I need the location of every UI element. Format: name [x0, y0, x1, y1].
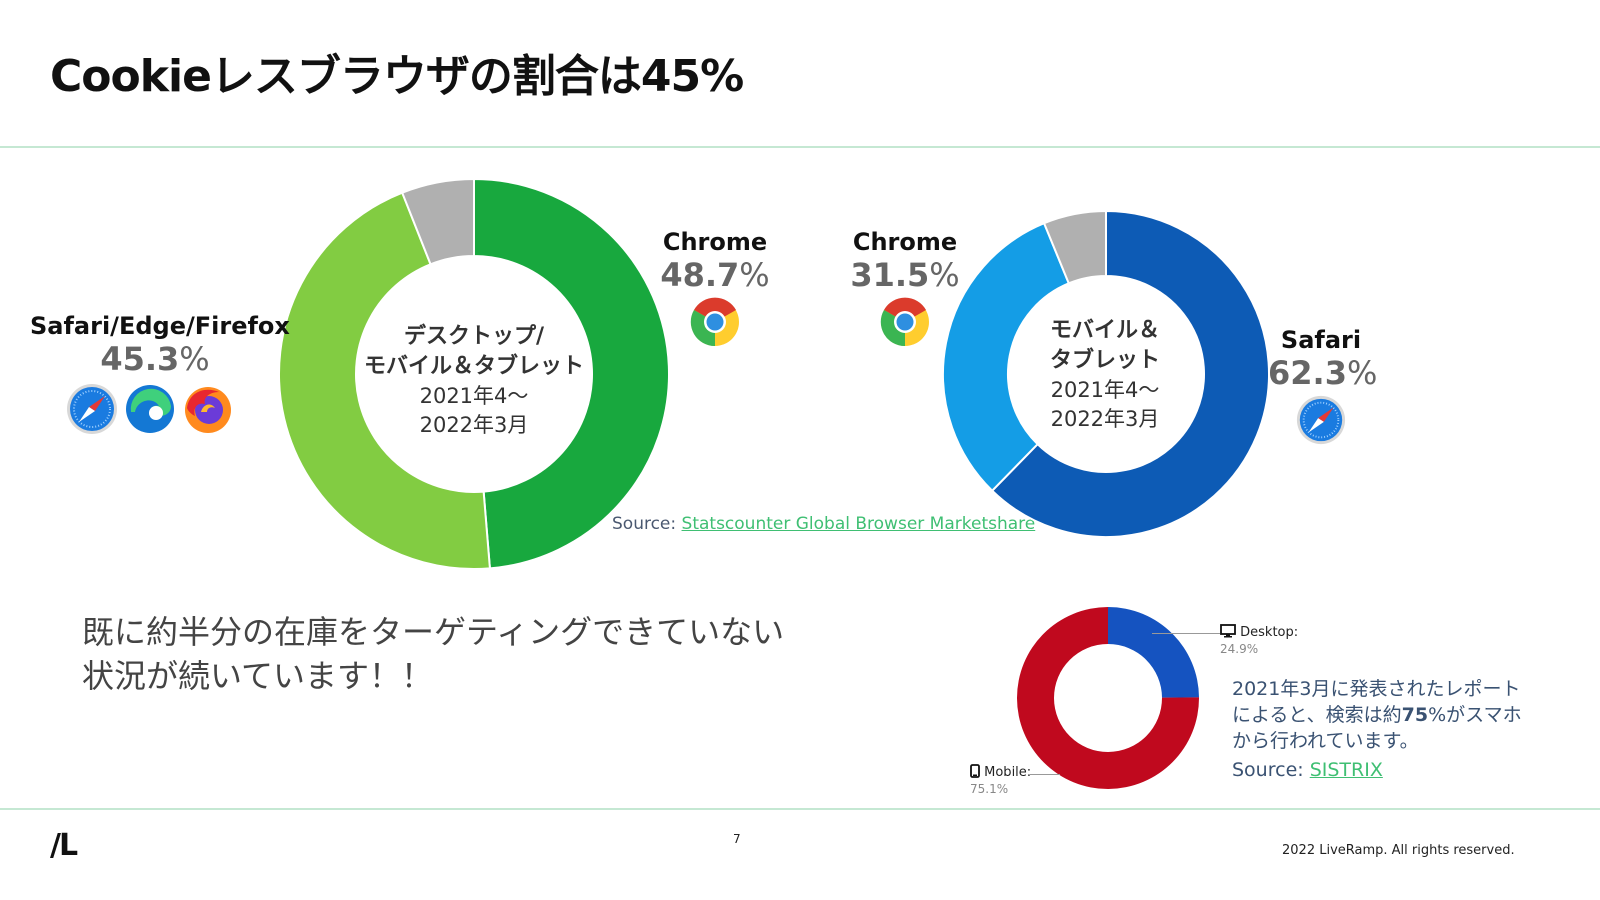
slice-mobile: [1017, 607, 1199, 789]
slice-safari: [990, 210, 1270, 538]
legend-percentage: 48.7%: [660, 256, 770, 294]
slice-desktop: [1108, 607, 1199, 698]
bottom-divider: [0, 808, 1600, 810]
slice-chrome: [473, 178, 670, 570]
legend-safari-edge-firefox: Safari/Edge/Firefox 45.3%: [30, 312, 290, 440]
statscounter-source: Source: Statscounter Global Browser Mark…: [612, 514, 1035, 534]
left-chart-center-label: デスクトップ/ モバイル＆タブレット 2021年4～ 2022年3月: [350, 322, 598, 440]
center-period-end: 2022年3月: [419, 413, 529, 437]
legend-label: Safari/Edge/Firefox: [30, 312, 290, 340]
right-chart-center-label: モバイル＆ タブレット 2021年4～ 2022年3月: [1010, 316, 1200, 434]
legend-label: Safari: [1280, 326, 1362, 354]
legend-label: Chrome: [852, 228, 958, 256]
copyright-notice: 2022 LiveRamp. All rights reserved.: [1282, 843, 1515, 858]
legend-chrome-desktop: Chrome 48.7%: [650, 228, 780, 352]
mobile-label-text: Mobile:: [984, 765, 1032, 780]
report-line3: から行われています。: [1232, 730, 1419, 752]
center-title-line2: モバイル＆タブレット: [363, 354, 584, 379]
key-message-line2: 状況が続いています！！: [82, 657, 434, 695]
legend-chrome-mobile: Chrome 31.5%: [840, 228, 970, 352]
center-period-start: 2021年4～: [1050, 378, 1160, 402]
slice-other: [1042, 210, 1107, 285]
desktop-label: Desktop: 24.9%: [1220, 624, 1298, 656]
page-number: 7: [733, 832, 741, 846]
desktop-leader-line: [1152, 633, 1220, 634]
mobile-leader-line: [1030, 774, 1060, 775]
liveramp-logo: /L: [50, 828, 78, 863]
report-line2: によると、検索は約75%がスマホ: [1232, 704, 1522, 726]
mobile-label: Mobile: 75.1%: [970, 764, 1031, 796]
mobile-tablet-donut-chart: [942, 210, 1270, 538]
report-source: Source: SISTRIX: [1232, 757, 1552, 783]
mobile-phone-icon: [970, 764, 980, 782]
center-period-end: 2022年3月: [1050, 407, 1160, 431]
mobile-value: 75.1%: [970, 782, 1009, 796]
legend-percentage: 45.3%: [100, 340, 210, 378]
statscounter-link[interactable]: Statscounter Global Browser Marketshare: [681, 514, 1036, 534]
slide-title: Cookieレスブラウザの割合は45%: [50, 51, 744, 102]
safari-icon: [65, 382, 119, 440]
key-message-line1: 既に約半分の在庫をターゲティングできていない: [82, 613, 785, 651]
center-title-line1: モバイル＆: [1049, 318, 1160, 343]
report-line1: 2021年3月に発表されたレポート: [1232, 678, 1521, 700]
key-message: 既に約半分の在庫をターゲティングできていない 状況が続いています！！: [82, 610, 784, 698]
slice-other: [400, 178, 475, 266]
firefox-icon: [181, 382, 235, 440]
desktop-label-text: Desktop:: [1240, 625, 1299, 640]
chrome-icon: [879, 296, 931, 352]
chrome-icon: [689, 296, 741, 352]
legend-percentage: 62.3%: [1268, 354, 1378, 392]
sistrix-report-note: 2021年3月に発表されたレポート によると、検索は約75%がスマホ から行われ…: [1232, 676, 1552, 783]
slice-chrome: [942, 221, 1071, 493]
sistrix-link[interactable]: SISTRIX: [1309, 759, 1383, 781]
source-prefix: Source:: [612, 514, 682, 534]
source-prefix: Source:: [1232, 759, 1310, 781]
desktop-mobile-donut-chart: [278, 178, 670, 570]
top-divider: [0, 146, 1600, 148]
center-title-line1: デスクトップ/: [403, 324, 545, 349]
edge-icon: [123, 382, 177, 440]
center-period-start: 2021年4～: [419, 384, 529, 408]
legend-label: Chrome: [662, 228, 768, 256]
legend-percentage: 31.5%: [850, 256, 960, 294]
desktop-value: 24.9%: [1220, 642, 1259, 656]
monitor-icon: [1220, 624, 1236, 642]
safari-icon: [1295, 394, 1347, 450]
center-title-line2: タブレット: [1049, 348, 1160, 373]
legend-safari-mobile: Safari 62.3%: [1268, 326, 1378, 450]
search-device-donut-chart: [1017, 607, 1199, 789]
slice-safari-edge-firefox: [278, 191, 491, 570]
